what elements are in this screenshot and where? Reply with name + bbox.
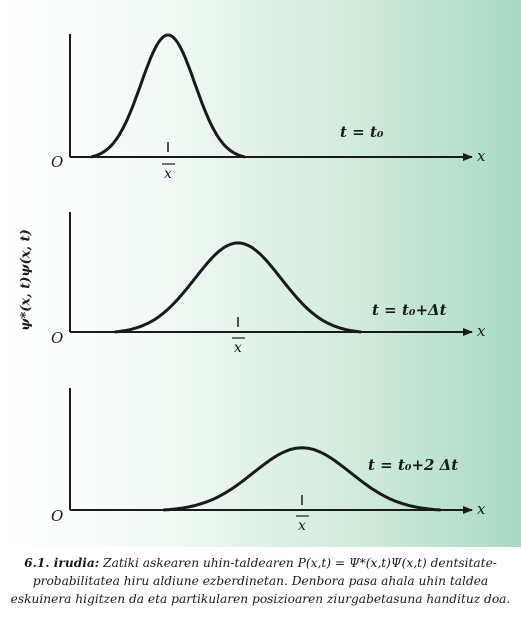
origin-label-2: O (51, 329, 63, 347)
caption-text: Zatiki askearen uhin-taldearen P(x,t) = … (10, 556, 511, 606)
time-label-1: t = t₀ (340, 123, 384, 141)
axis-label-1: x (477, 147, 486, 165)
origin-label-3: O (51, 507, 63, 525)
time-label-3: t = t₀+2 Δt (368, 456, 458, 474)
panel-2: x O x t = t₀+Δt (51, 212, 486, 356)
panel-3: x O x t = t₀+2 Δt (51, 388, 486, 534)
mean-label-2: x (234, 340, 242, 356)
panel-1: x O x t = t₀ (51, 33, 486, 182)
y-axis-title: ψ*(x, t)ψ(x, t) (18, 229, 34, 331)
figure-panel: x O x t = t₀ x O x t = t₀+Δt x O x (0, 0, 521, 547)
axis-label-2: x (477, 322, 486, 340)
mean-label-3: x (298, 518, 306, 534)
figure-caption: 6.1. irudia: Zatiki askearen uhin-taldea… (6, 554, 515, 608)
density-curve-1 (90, 33, 246, 159)
density-curve-3 (163, 446, 441, 512)
caption-number: 6.1. irudia: (24, 556, 100, 570)
mean-label-1: x (164, 166, 172, 182)
probability-density-plots: x O x t = t₀ x O x t = t₀+Δt x O x (51, 33, 486, 534)
origin-label-1: O (51, 153, 63, 171)
time-label-2: t = t₀+Δt (372, 301, 447, 319)
density-curve-2 (114, 241, 362, 334)
axis-label-3: x (477, 500, 486, 518)
